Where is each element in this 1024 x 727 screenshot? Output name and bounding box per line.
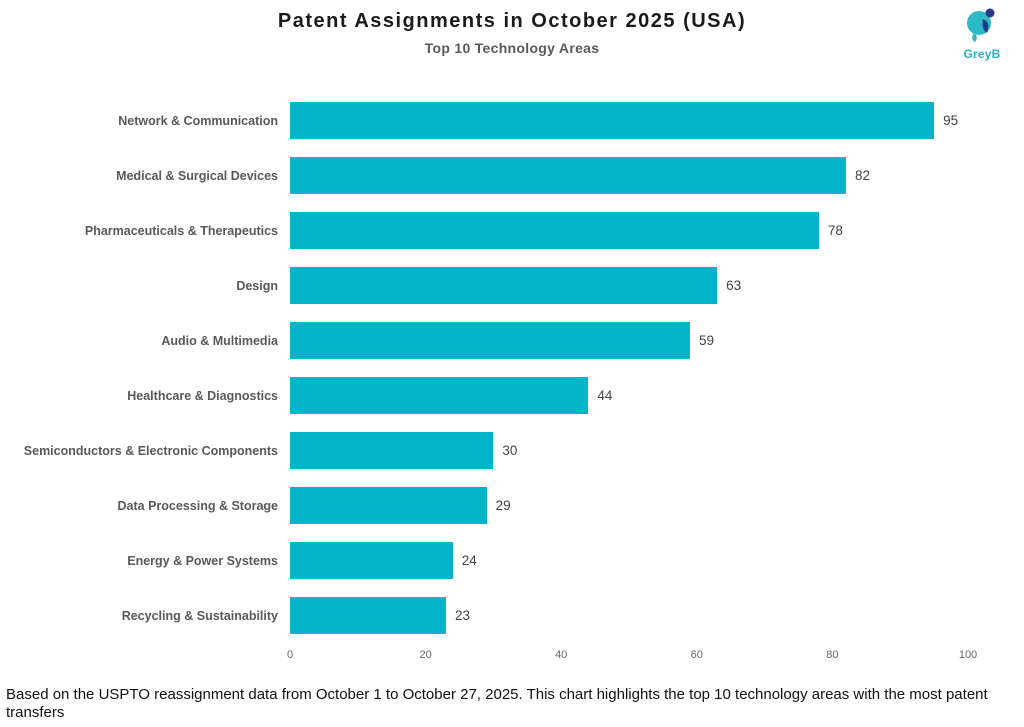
x-axis: 0 20 40 60 80 100 (286, 645, 977, 665)
category-label: Recycling & Sustainability (121, 608, 278, 623)
x-axis-tick: 80 (826, 649, 839, 661)
bar-track: 30 (290, 423, 968, 478)
bar (290, 377, 589, 414)
category-label: Energy & Power Systems (127, 553, 278, 568)
bar-track: 78 (290, 203, 968, 258)
value-label: 82 (854, 168, 870, 183)
bar-row: Healthcare & Diagnostics 44 (0, 368, 1024, 423)
greyb-logo: GreyB (954, 6, 1010, 61)
bar-row: Medical & Surgical Devices 82 (0, 148, 1024, 203)
bar-track: 59 (290, 313, 968, 368)
bar (290, 322, 691, 359)
x-axis-tick: 40 (555, 649, 568, 661)
bar (290, 542, 453, 579)
bar-row: Energy & Power Systems 24 (0, 533, 1024, 588)
value-label: 78 (827, 223, 843, 238)
bar-row: Pharmaceuticals & Therapeutics 78 (0, 203, 1024, 258)
bar (290, 267, 718, 304)
category-label: Design (236, 278, 278, 293)
category-label: Audio & Multimedia (161, 333, 278, 348)
greyb-logo-icon (960, 8, 1004, 48)
value-label: 29 (495, 498, 511, 513)
value-label: 95 (943, 113, 959, 128)
bar-row: Recycling & Sustainability 23 (0, 588, 1024, 643)
bar-row: Audio & Multimedia 59 (0, 313, 1024, 368)
category-label: Data Processing & Storage (117, 498, 278, 513)
value-label: 23 (454, 608, 470, 623)
page-title: Patent Assignments in October 2025 (USA) (277, 10, 747, 32)
bar-track: 82 (290, 148, 968, 203)
category-label: Network & Communication (118, 113, 278, 128)
category-label: Pharmaceuticals & Therapeutics (84, 223, 278, 238)
value-label: 30 (502, 443, 518, 458)
bar-row: Design 63 (0, 258, 1024, 313)
x-axis-tick: 0 (286, 649, 294, 661)
bar-track: 24 (290, 533, 968, 588)
greyb-logo-label: GreyB (963, 47, 1001, 61)
bar (290, 157, 846, 194)
value-label: 59 (699, 333, 715, 348)
bar (290, 597, 446, 634)
bar-row: Semiconductors & Electronic Components 30 (0, 423, 1024, 478)
footer-note: Based on the USPTO reassignment data fro… (6, 685, 988, 722)
bar-rows: Network & Communication 95 Medical & Surgi… (0, 93, 1024, 643)
chart-header: Patent Assignments in October 2025 (USA)… (0, 0, 1024, 56)
value-label: 63 (726, 278, 742, 293)
bar (290, 487, 487, 524)
value-label: 24 (461, 553, 477, 568)
bar-track: 44 (290, 368, 968, 423)
bar (290, 102, 935, 139)
category-label: Healthcare & Diagnostics (127, 388, 278, 403)
bar-chart: Network & Communication 95 Medical & Surgi… (0, 93, 1024, 643)
bar-track: 95 (290, 93, 968, 148)
page-subtitle: Top 10 Technology Areas (424, 40, 600, 56)
bar-row: Data Processing & Storage 29 (0, 478, 1024, 533)
category-label: Medical & Surgical Devices (116, 168, 278, 183)
bar (290, 432, 494, 469)
bar-track: 23 (290, 588, 968, 643)
bar-row: Network & Communication 95 (0, 93, 1024, 148)
bar-track: 29 (290, 478, 968, 533)
x-axis-tick: 20 (419, 649, 432, 661)
x-axis-tick: 100 (958, 649, 978, 661)
category-label: Semiconductors & Electronic Components (23, 443, 278, 458)
value-label: 44 (597, 388, 613, 403)
bar (290, 212, 819, 249)
x-axis-tick: 60 (690, 649, 703, 661)
bar-track: 63 (290, 258, 968, 313)
